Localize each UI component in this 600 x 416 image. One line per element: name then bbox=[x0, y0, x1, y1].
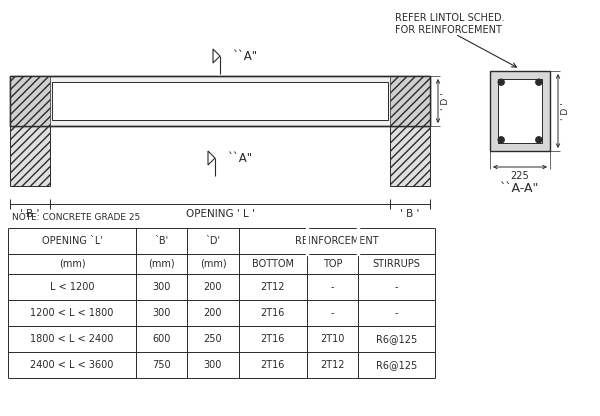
Text: 2T10: 2T10 bbox=[320, 334, 345, 344]
Text: ' B ': ' B ' bbox=[400, 209, 419, 219]
Text: ``A": ``A" bbox=[232, 50, 257, 62]
Bar bbox=[390, 126, 430, 186]
Text: 2T12: 2T12 bbox=[260, 282, 285, 292]
Text: 2T16: 2T16 bbox=[260, 334, 285, 344]
Text: ``A-A": ``A-A" bbox=[500, 183, 539, 196]
Text: (mm): (mm) bbox=[200, 259, 226, 269]
Text: `B': `B' bbox=[155, 236, 169, 246]
Text: 2T16: 2T16 bbox=[260, 360, 285, 370]
Bar bbox=[52, 82, 388, 120]
Text: 2T12: 2T12 bbox=[320, 360, 345, 370]
Text: 200: 200 bbox=[204, 308, 222, 318]
Bar bbox=[390, 76, 430, 126]
Text: 200: 200 bbox=[204, 282, 222, 292]
Text: 1200 < L < 1800: 1200 < L < 1800 bbox=[31, 308, 114, 318]
Bar bbox=[490, 71, 550, 151]
Text: -: - bbox=[395, 308, 398, 318]
Text: -: - bbox=[395, 282, 398, 292]
Bar bbox=[10, 76, 50, 126]
Text: 300: 300 bbox=[152, 308, 171, 318]
Text: 1800 < L < 2400: 1800 < L < 2400 bbox=[31, 334, 114, 344]
Text: OPENING ' L ': OPENING ' L ' bbox=[185, 209, 254, 219]
Text: 600: 600 bbox=[152, 334, 171, 344]
Text: 2400 < L < 3600: 2400 < L < 3600 bbox=[31, 360, 114, 370]
Text: STIRRUPS: STIRRUPS bbox=[373, 259, 421, 269]
Text: (mm): (mm) bbox=[148, 259, 175, 269]
Text: (mm): (mm) bbox=[59, 259, 85, 269]
Bar bbox=[10, 126, 50, 186]
Circle shape bbox=[498, 137, 504, 143]
Text: REINFORCEMENT: REINFORCEMENT bbox=[295, 236, 379, 246]
Text: -: - bbox=[331, 308, 334, 318]
Bar bbox=[498, 79, 542, 143]
Text: 300: 300 bbox=[152, 282, 171, 292]
Text: 750: 750 bbox=[152, 360, 171, 370]
Text: REFER LINTOL SCHED.: REFER LINTOL SCHED. bbox=[395, 13, 505, 23]
Text: `D': `D' bbox=[205, 236, 220, 246]
Text: FOR REINFORCEMENT: FOR REINFORCEMENT bbox=[395, 25, 502, 35]
Text: L < 1200: L < 1200 bbox=[50, 282, 94, 292]
Text: ' B ': ' B ' bbox=[20, 209, 40, 219]
Text: 225: 225 bbox=[511, 171, 529, 181]
Text: -: - bbox=[331, 282, 334, 292]
Text: 300: 300 bbox=[204, 360, 222, 370]
Circle shape bbox=[536, 79, 542, 85]
Text: ``A": ``A" bbox=[227, 151, 252, 164]
Text: R6@125: R6@125 bbox=[376, 360, 417, 370]
Bar bbox=[10, 76, 430, 126]
Text: R6@125: R6@125 bbox=[376, 334, 417, 344]
Text: 2T16: 2T16 bbox=[260, 308, 285, 318]
Circle shape bbox=[498, 79, 504, 85]
Bar bbox=[10, 76, 430, 126]
Text: ' D ': ' D ' bbox=[560, 102, 569, 120]
Text: BOTTOM: BOTTOM bbox=[252, 259, 294, 269]
Text: 250: 250 bbox=[203, 334, 222, 344]
Text: TOP: TOP bbox=[323, 259, 342, 269]
Text: NOTE: CONCRETE GRADE 25: NOTE: CONCRETE GRADE 25 bbox=[12, 213, 140, 223]
Text: OPENING `L': OPENING `L' bbox=[41, 236, 103, 246]
Text: ' D ': ' D ' bbox=[440, 92, 449, 110]
Circle shape bbox=[536, 137, 542, 143]
